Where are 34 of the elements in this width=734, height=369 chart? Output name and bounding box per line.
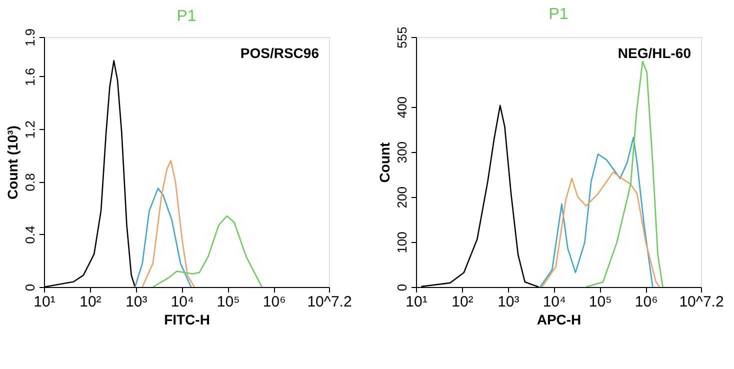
chart-title: P1 <box>176 8 196 25</box>
y-tick-label: 400 <box>394 96 410 118</box>
annotation: POS/RSC96 <box>240 45 320 61</box>
y-tick-label: 0.4 <box>22 226 38 244</box>
x-axis-title: FITC-H <box>164 312 210 328</box>
y-tick-label: 1.2 <box>22 120 38 139</box>
chart-title: P1 <box>548 6 568 24</box>
x-tick-label: 10⁵ <box>216 294 240 310</box>
y-tick-label: 555 <box>394 26 410 48</box>
x-tick-label: 10⁴ <box>170 294 194 310</box>
y-tick-label: 300 <box>394 142 410 164</box>
x-tick-label: 10⁵ <box>588 294 612 310</box>
y-tick-label: 0 <box>394 284 410 292</box>
x-tick-label: 10¹ <box>406 294 428 310</box>
x-tick-label: 10² <box>80 294 102 310</box>
y-tick-label: 200 <box>394 186 410 208</box>
y-tick-label: 0 <box>22 284 38 292</box>
x-tick-label: 10¹ <box>34 294 56 310</box>
x-tick-label: 10³ <box>498 294 520 310</box>
annotation: NEG/HL-60 <box>618 45 692 61</box>
x-tick-label: 10⁶ <box>634 294 658 310</box>
y-axis-title: Count (10³) <box>4 126 20 200</box>
y-axis-title: Count <box>376 142 392 183</box>
y-tick-label: 100 <box>394 232 410 254</box>
x-tick-label: 10³ <box>126 294 148 310</box>
y-tick-label: 1.9 <box>22 28 38 47</box>
x-tick-label: 10² <box>452 294 474 310</box>
y-tick-label: 1.6 <box>22 68 38 86</box>
x-axis-title: APC-H <box>536 312 582 328</box>
x-tick-label: 10^7.2 <box>307 294 352 310</box>
x-tick-label: 10⁴ <box>542 294 566 310</box>
x-tick-label: 10^7.2 <box>679 294 724 310</box>
x-tick-label: 10⁶ <box>262 294 286 310</box>
y-tick-label: 0.8 <box>22 173 38 192</box>
